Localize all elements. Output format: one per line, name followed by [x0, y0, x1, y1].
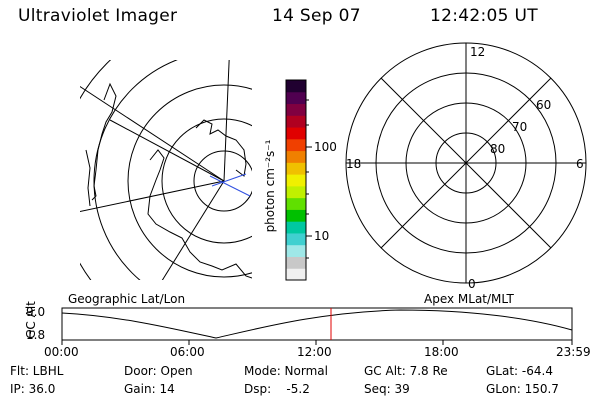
timeline-frame [61, 307, 573, 341]
geo-map-label: Geographic Lat/Lon [68, 292, 186, 306]
colorbar-band [286, 209, 306, 222]
timeline-xtick-2359: 23:59 [556, 345, 591, 359]
mlt-label-12: 12 [470, 45, 486, 59]
meridian-4 [80, 85, 225, 182]
colorbar-band [286, 150, 306, 163]
footer-glon: GLon: 150.7 [486, 382, 559, 396]
timeline-xtick-1200: 12:00 [297, 345, 332, 359]
observation-time: 12:42:05 UT [430, 6, 538, 26]
south-america-coastline [91, 82, 117, 201]
footer-gain: Gain: 14 [124, 382, 175, 396]
mlt-label-0: 0 [468, 277, 476, 291]
antarctica-coastline [147, 149, 252, 279]
colorbar-band [286, 174, 306, 187]
altitude-curve [61, 309, 573, 339]
colorbar-tick-100: 100 [314, 140, 337, 154]
footer-filter: Flt: LBHL [10, 364, 64, 378]
colorbar-band [286, 221, 306, 234]
coastline-fragment [85, 149, 91, 207]
mlt-label-18: 18 [346, 157, 362, 171]
footer-dsp: Dsp: -5.2 [244, 382, 310, 396]
mlt-label-6: 6 [576, 157, 584, 171]
lat-circle-2 [161, 118, 252, 244]
colorbar-band [286, 244, 306, 257]
footer-ip: IP: 36.0 [10, 382, 56, 396]
colorbar-band [286, 232, 306, 246]
instrument-title: Ultraviolet Imager [18, 6, 178, 26]
timeline-xtick-0000: 00:00 [44, 345, 79, 359]
meridian-5 [109, 119, 225, 182]
mlat-label-60: 60 [536, 98, 552, 112]
pointing-vector-2 [211, 173, 247, 187]
footer-mode: Mode: Normal [244, 364, 328, 378]
colorbar-band [286, 256, 306, 269]
footer-seq: Seq: 39 [364, 382, 410, 396]
lat-circle-3 [127, 84, 252, 278]
mlat-label-70: 70 [512, 120, 528, 134]
mlat-label-80: 80 [490, 142, 506, 156]
colorbar-tick-10: 10 [314, 229, 330, 243]
colorbar-band [286, 91, 306, 105]
timeline-ytick-low: 1.8 [26, 328, 46, 342]
meridian-3 [223, 60, 230, 182]
meridian-2 [161, 180, 225, 280]
footer-glat: GLat: -64.4 [486, 364, 553, 378]
colorbar-band [286, 197, 306, 210]
footer-gc-alt: GC Alt: 7.8 Re [364, 364, 448, 378]
lat-circle-4 [93, 60, 178, 280]
timeline-xtick-0600: 06:00 [170, 345, 205, 359]
colorbar-band [286, 80, 306, 93]
pointing-vector [209, 175, 251, 197]
antarctic-peninsula-coastline [195, 119, 247, 177]
colorbar-band [286, 162, 306, 175]
mlt-diagonal-2 [380, 77, 552, 249]
colorbar-band [286, 268, 306, 281]
footer-door: Door: Open [124, 364, 193, 378]
colorbar-band [286, 138, 306, 152]
observation-date: 14 Sep 07 [272, 6, 361, 26]
timeline-xtick-1800: 18:00 [424, 345, 459, 359]
colorbar-band [286, 103, 306, 116]
timeline-ytick-high: 9.0 [26, 305, 46, 319]
colorbar-band [286, 127, 306, 140]
meridian-1 [80, 180, 225, 213]
colorbar-band [286, 115, 306, 128]
mlt-plot-label: Apex MLat/MLT [424, 292, 514, 306]
lat-circle-1 [193, 150, 252, 212]
colorbar-band [286, 185, 306, 199]
colorbar-frame [285, 79, 307, 281]
